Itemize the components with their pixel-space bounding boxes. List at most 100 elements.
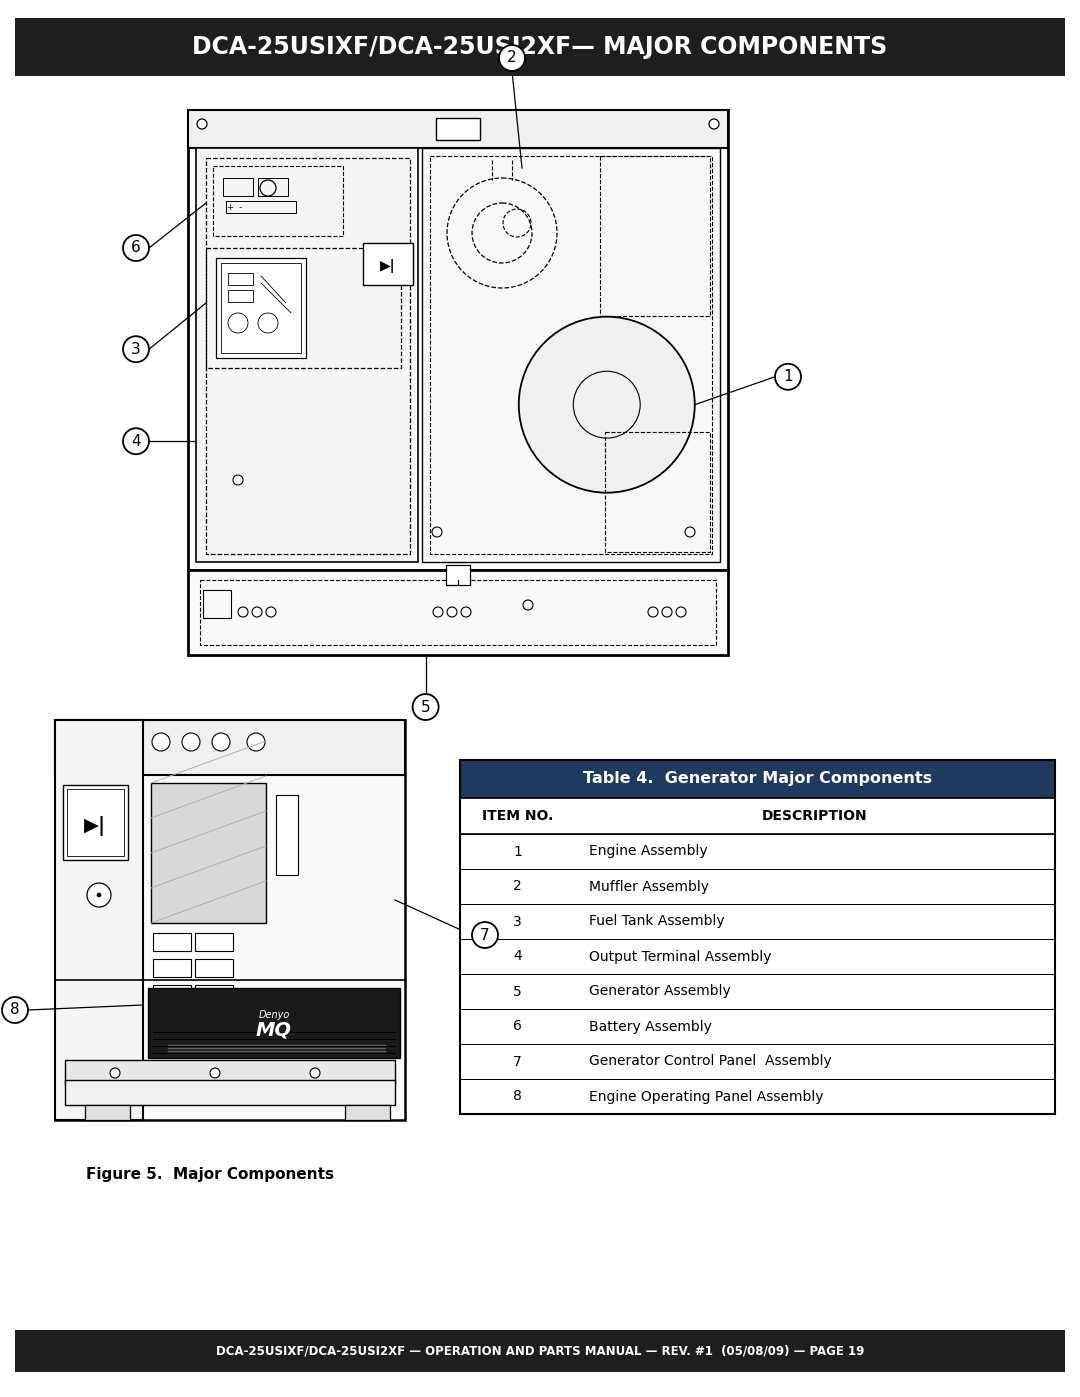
Circle shape	[197, 550, 207, 562]
Text: Engine Assembly: Engine Assembly	[589, 845, 707, 859]
Circle shape	[212, 733, 230, 752]
Bar	[226, 201, 296, 212]
Text: 8: 8	[10, 1003, 19, 1017]
Bar	[222, 177, 253, 196]
Bar	[460, 1078, 1055, 1113]
Circle shape	[123, 429, 149, 454]
Circle shape	[708, 550, 719, 562]
Text: ▶|: ▶|	[84, 816, 107, 837]
Text: Battery Assembly: Battery Assembly	[589, 1020, 712, 1034]
Bar	[203, 590, 231, 617]
Bar	[67, 789, 124, 856]
Bar	[228, 291, 253, 302]
Circle shape	[310, 1067, 320, 1078]
Bar	[600, 156, 710, 316]
Bar	[422, 148, 720, 562]
Text: 5: 5	[513, 985, 522, 999]
Bar	[153, 985, 191, 1003]
Circle shape	[183, 733, 200, 752]
Text: 8: 8	[513, 1090, 522, 1104]
Bar	[55, 719, 143, 1120]
Bar	[363, 243, 413, 285]
Text: 6: 6	[131, 240, 140, 256]
Text: 2: 2	[508, 50, 517, 66]
Circle shape	[197, 119, 207, 129]
Bar	[188, 110, 728, 570]
Text: 5: 5	[421, 700, 431, 714]
Text: 7: 7	[481, 928, 490, 943]
Text: 1: 1	[783, 369, 793, 384]
Circle shape	[87, 883, 111, 907]
Text: Output Terminal Assembly: Output Terminal Assembly	[589, 950, 771, 964]
Text: 3: 3	[513, 915, 522, 929]
Text: DCA-25USIXF/DCA-25USI2XF— MAJOR COMPONENTS: DCA-25USIXF/DCA-25USI2XF— MAJOR COMPONEN…	[192, 35, 888, 59]
Text: 4: 4	[131, 433, 140, 448]
Text: 2: 2	[513, 880, 522, 894]
Text: Generator Assembly: Generator Assembly	[589, 985, 731, 999]
Text: Denyo: Denyo	[258, 1010, 289, 1020]
Bar	[55, 719, 405, 775]
Text: Muffler Assembly: Muffler Assembly	[589, 880, 708, 894]
Bar	[148, 988, 400, 1058]
Circle shape	[110, 1067, 120, 1078]
Bar	[63, 785, 129, 861]
Bar	[65, 1080, 395, 1105]
Bar	[460, 798, 1055, 834]
Bar	[188, 110, 728, 148]
Bar	[430, 156, 712, 555]
Text: MQ: MQ	[256, 1020, 292, 1039]
Bar	[195, 958, 233, 977]
Circle shape	[160, 1002, 186, 1028]
Bar	[345, 1105, 390, 1120]
Bar	[436, 117, 480, 140]
Bar	[200, 580, 716, 645]
Bar	[151, 782, 266, 923]
Bar	[228, 272, 253, 285]
Bar	[460, 869, 1055, 904]
Bar	[460, 1009, 1055, 1044]
Bar	[213, 166, 343, 236]
Text: Figure 5.  Major Components: Figure 5. Major Components	[86, 1168, 334, 1182]
Bar	[276, 795, 298, 875]
Bar	[258, 177, 288, 196]
Circle shape	[413, 694, 438, 719]
Circle shape	[210, 1067, 220, 1078]
Circle shape	[708, 119, 719, 129]
Circle shape	[472, 922, 498, 949]
Text: Generator Control Panel  Assembly: Generator Control Panel Assembly	[589, 1055, 832, 1069]
Bar	[65, 1060, 395, 1084]
Text: 6: 6	[513, 1020, 522, 1034]
Circle shape	[499, 45, 525, 71]
Text: DCA-25USIXF/DCA-25USI2XF — OPERATION AND PARTS MANUAL — REV. #1  (05/08/09) — PA: DCA-25USIXF/DCA-25USI2XF — OPERATION AND…	[216, 1344, 864, 1358]
Bar	[15, 1330, 1065, 1372]
Bar	[188, 570, 728, 655]
Circle shape	[2, 997, 28, 1023]
Text: Fuel Tank Assembly: Fuel Tank Assembly	[589, 915, 725, 929]
Circle shape	[152, 733, 170, 752]
Circle shape	[123, 337, 149, 362]
Bar	[206, 249, 401, 367]
Text: 7: 7	[513, 1055, 522, 1069]
Bar	[195, 985, 233, 1003]
Text: Engine Operating Panel Assembly: Engine Operating Panel Assembly	[589, 1090, 824, 1104]
Text: DESCRIPTION: DESCRIPTION	[762, 809, 868, 823]
Bar	[195, 933, 233, 951]
Text: +  -: + -	[228, 204, 243, 212]
Circle shape	[247, 733, 265, 752]
Bar	[605, 432, 710, 552]
Bar	[446, 564, 470, 585]
Text: 4: 4	[513, 950, 522, 964]
Circle shape	[97, 893, 102, 897]
Text: 3: 3	[131, 342, 140, 356]
Bar	[460, 760, 1055, 798]
Bar	[460, 974, 1055, 1009]
Bar	[55, 719, 405, 1120]
Bar	[460, 904, 1055, 939]
Bar	[460, 1044, 1055, 1078]
Text: ITEM NO.: ITEM NO.	[482, 809, 553, 823]
Bar	[206, 158, 410, 555]
Circle shape	[518, 317, 694, 493]
Text: ▶|: ▶|	[380, 258, 395, 272]
Text: Table 4.  Generator Major Components: Table 4. Generator Major Components	[583, 771, 932, 787]
Text: 1: 1	[513, 845, 522, 859]
